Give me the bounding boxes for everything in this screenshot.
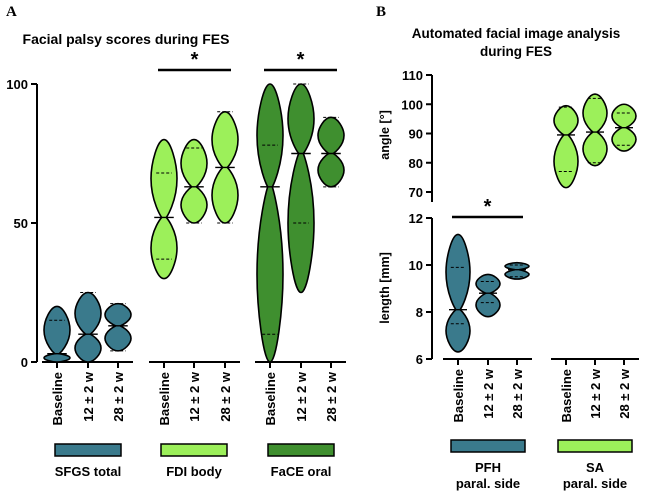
panel-b-angle-tick-label-100: 100 [401, 97, 423, 112]
panel-b-signif-0-star: * [484, 196, 492, 218]
panel-a-violin-2-1 [287, 83, 315, 294]
panel-b-violin-0-2 [504, 261, 530, 280]
panel-a-violin-1-1 [180, 138, 208, 224]
panel-b-g0-xtick-label-0: Baseline [451, 369, 466, 422]
panel-b-length-tick-label-6: 6 [416, 352, 423, 367]
panel-b-violin-1-1 [582, 93, 608, 167]
panel-a-g1-xtick-label-2: 28 ± 2 w [218, 371, 233, 422]
panel-b-title-line2: during FES [480, 44, 552, 59]
panel-a-legend-0-label-0: SFGS total [55, 464, 121, 479]
panel-b-title-line1: Automated facial image analysis [412, 26, 621, 41]
panel-b-angle-tick-label-90: 90 [409, 127, 423, 142]
panel-b-length-tick-label-10: 10 [409, 258, 423, 273]
panel-a-legend-2-swatch [267, 443, 335, 457]
panel-a-legend-1-label-0: FDI body [166, 464, 222, 479]
panel-b-g0-xtick-label-2: 28 ± 2 w [510, 368, 525, 419]
panel-a-g1-xtick-label-1: 12 ± 2 w [187, 371, 202, 422]
panel-b-legend-0-label-1: paral. side [456, 476, 520, 491]
panel-a-g2-xtick-label-0: Baseline [263, 372, 278, 425]
panel-a-legend-1-swatch [160, 443, 228, 457]
panel-b-legend-0-label-0: PFH [475, 460, 501, 475]
panel-a-legend-2-label-0: FaCE oral [271, 464, 332, 479]
panel-a-tick-label-100: 100 [6, 77, 28, 92]
panel-a-violin-2-2 [317, 116, 345, 188]
panel-a-violin-0-1 [74, 291, 102, 363]
panel-a-signif-1-star: * [297, 49, 305, 71]
panel-b-length-tick-label-12: 12 [409, 211, 423, 226]
panel-b-angle-tick-label-70: 70 [409, 185, 423, 200]
panel-a-violin-0-2 [104, 302, 132, 352]
panel-a-title: Facial palsy scores during FES [23, 31, 230, 47]
panel-b-legend-1-label-0: SA [586, 460, 605, 475]
panel-b-g1-xtick-label-0: Baseline [559, 369, 574, 422]
panel-a-g0-xtick-label-0: Baseline [50, 372, 65, 425]
panel-b-g1-xtick-label-2: 28 ± 2 w [617, 368, 632, 419]
panel-a-label: A [6, 4, 17, 20]
panel-b-violin-0-1 [475, 273, 501, 318]
panel-a-g0-xtick-label-1: 12 ± 2 w [81, 371, 96, 422]
chart-marks: 0 50 100 Baseline 12 ± 2 w 28 ± 2 w SFGS total… [6, 49, 639, 491]
panel-b-g1-xtick-label-1: 12 ± 2 w [588, 368, 603, 419]
panel-a-g0-xtick-label-2: 28 ± 2 w [111, 371, 126, 422]
panel-b-legend-1-swatch [557, 439, 633, 453]
panel-b-g0-xtick-label-1: 12 ± 2 w [481, 368, 496, 419]
panel-a-signif-0-star: * [191, 49, 199, 71]
panel-a-legend-0-swatch [54, 443, 122, 457]
panel-b-legend-0-swatch [450, 439, 526, 453]
panel-a-g2-xtick-label-2: 28 ± 2 w [324, 371, 339, 422]
length-axis-label: length [mm] [378, 252, 392, 324]
panel-a-violin-1-0 [150, 138, 178, 280]
panel-a-g2-xtick-label-1: 12 ± 2 w [294, 371, 309, 422]
panel-a-tick-label-50: 50 [14, 216, 28, 231]
panel-a-tick-label-0: 0 [21, 355, 28, 370]
panel-b-violin-0-0 [445, 233, 471, 353]
panel-b-length-tick-label-8: 8 [416, 305, 423, 320]
panel-a-g1-xtick-label-0: Baseline [157, 372, 172, 425]
panel-b-legend-1-label-1: paral. side [563, 476, 627, 491]
angle-axis-label: angle [°] [378, 110, 392, 159]
panel-b-violin-1-0 [553, 104, 579, 189]
panel-b-angle-tick-label-80: 80 [409, 156, 423, 171]
panel-b-angle-tick-label-110: 110 [402, 68, 423, 83]
panel-a-violin-2-0 [256, 83, 284, 363]
panel-b-label: B [376, 4, 386, 20]
